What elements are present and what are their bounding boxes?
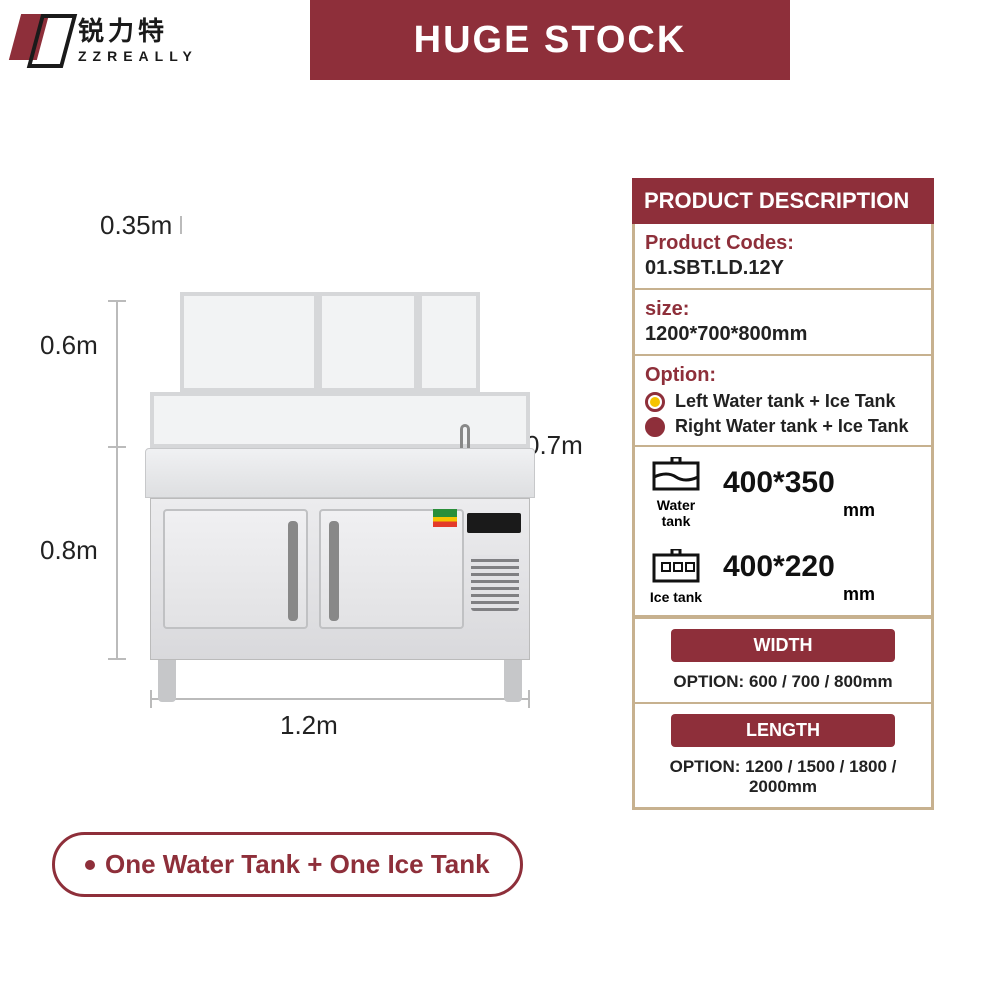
header-title: HUGE STOCK — [414, 19, 687, 62]
option-label: Option: — [645, 364, 921, 387]
codes-row: Product Codes: 01.SBT.LD.12Y — [635, 224, 931, 290]
brand-logo: 锐力特 ZZREALLY — [15, 10, 198, 65]
dimline — [116, 300, 118, 658]
cabinet-door — [319, 509, 464, 629]
width-options: OPTION: 600 / 700 / 800mm — [635, 662, 931, 702]
leg — [158, 660, 176, 702]
shelf-divider — [414, 296, 422, 396]
width-title: WIDTH — [671, 629, 895, 662]
cabinet — [150, 498, 530, 660]
ice-tank-value-wrap: 400*220 mm — [723, 550, 875, 605]
size-value: 1200*700*800mm — [645, 323, 921, 346]
config-badge: One Water Tank + One Ice Tank — [52, 832, 523, 897]
ice-tank-unit: mm — [843, 584, 875, 604]
tanks-row: Water tank 400*350 mm Ice tank 400*220 m… — [635, 447, 931, 617]
panel-body: Product Codes: 01.SBT.LD.12Y size: 1200*… — [632, 224, 934, 810]
water-tank-value-wrap: 400*350 mm — [723, 466, 875, 521]
option-2: Right Water tank + Ice Tank — [645, 416, 921, 437]
ice-tank-label: Ice tank — [645, 589, 707, 605]
ice-tank-icon: Ice tank — [645, 549, 707, 605]
shelf-top — [180, 292, 480, 392]
radio-selected-icon — [645, 392, 665, 412]
codes-value: 01.SBT.LD.12Y — [645, 257, 921, 280]
codes-label: Product Codes: — [645, 232, 921, 255]
length-options: OPTION: 1200 / 1500 / 1800 / 2000mm — [635, 747, 931, 807]
radio-unselected-icon — [645, 417, 665, 437]
water-tank-value: 400*350 — [723, 466, 835, 499]
width-block: WIDTH OPTION: 600 / 700 / 800mm — [635, 617, 931, 702]
option-1-text: Left Water tank + Ice Tank — [675, 391, 896, 412]
dim-label-shelf-height: 0.6m — [40, 330, 98, 361]
product-description-panel: PRODUCT DESCRIPTION Product Codes: 01.SB… — [632, 178, 934, 810]
equipment-illustration — [150, 292, 530, 702]
config-badge-text: One Water Tank + One Ice Tank — [105, 849, 490, 880]
faucet-icon — [460, 424, 470, 448]
control-display — [467, 513, 521, 533]
door-handle — [288, 521, 298, 621]
logo-english: ZZREALLY — [78, 48, 198, 64]
size-row: size: 1200*700*800mm — [635, 290, 931, 356]
size-label: size: — [645, 298, 921, 321]
option-2-text: Right Water tank + Ice Tank — [675, 416, 909, 437]
water-tank-label: Water tank — [645, 497, 707, 529]
door-handle — [329, 521, 339, 621]
leg — [504, 660, 522, 702]
dim-label-cabinet-height: 0.8m — [40, 535, 98, 566]
panel-title: PRODUCT DESCRIPTION — [632, 178, 934, 224]
water-tank-icon: Water tank — [645, 457, 707, 529]
bullet-icon — [85, 860, 95, 870]
header-banner: HUGE STOCK — [310, 0, 790, 80]
dim-label-length: 1.2m — [280, 710, 338, 741]
logo-text: 锐力特 ZZREALLY — [78, 11, 198, 64]
logo-chinese: 锐力特 — [78, 11, 198, 48]
shelf-mid — [150, 392, 530, 448]
countertop — [145, 448, 535, 498]
water-tank-unit: mm — [843, 500, 875, 520]
page: 锐力特 ZZREALLY HUGE STOCK 0.35m 0.6m 0.8m … — [0, 0, 1000, 1000]
shelf-divider — [314, 296, 322, 396]
product-diagram: 0.35m 0.6m 0.8m 0.7m 1.2m — [30, 210, 600, 770]
dim-tick — [108, 658, 126, 660]
dim-label-top-width: 0.35m — [100, 210, 172, 241]
ice-tank-value: 400*220 — [723, 550, 835, 583]
option-1: Left Water tank + Ice Tank — [645, 391, 921, 412]
dim-tick — [180, 216, 182, 234]
length-block: LENGTH OPTION: 1200 / 1500 / 1800 / 2000… — [635, 702, 931, 807]
ice-tank-row: Ice tank 400*220 mm — [635, 539, 931, 615]
option-row: Option: Left Water tank + Ice Tank Right… — [635, 356, 931, 447]
logo-mark-icon — [15, 10, 70, 65]
cabinet-door — [163, 509, 308, 629]
energy-sticker-icon — [433, 509, 457, 527]
length-title: LENGTH — [671, 714, 895, 747]
water-tank-row: Water tank 400*350 mm — [635, 447, 931, 539]
vent-grille — [471, 555, 519, 611]
